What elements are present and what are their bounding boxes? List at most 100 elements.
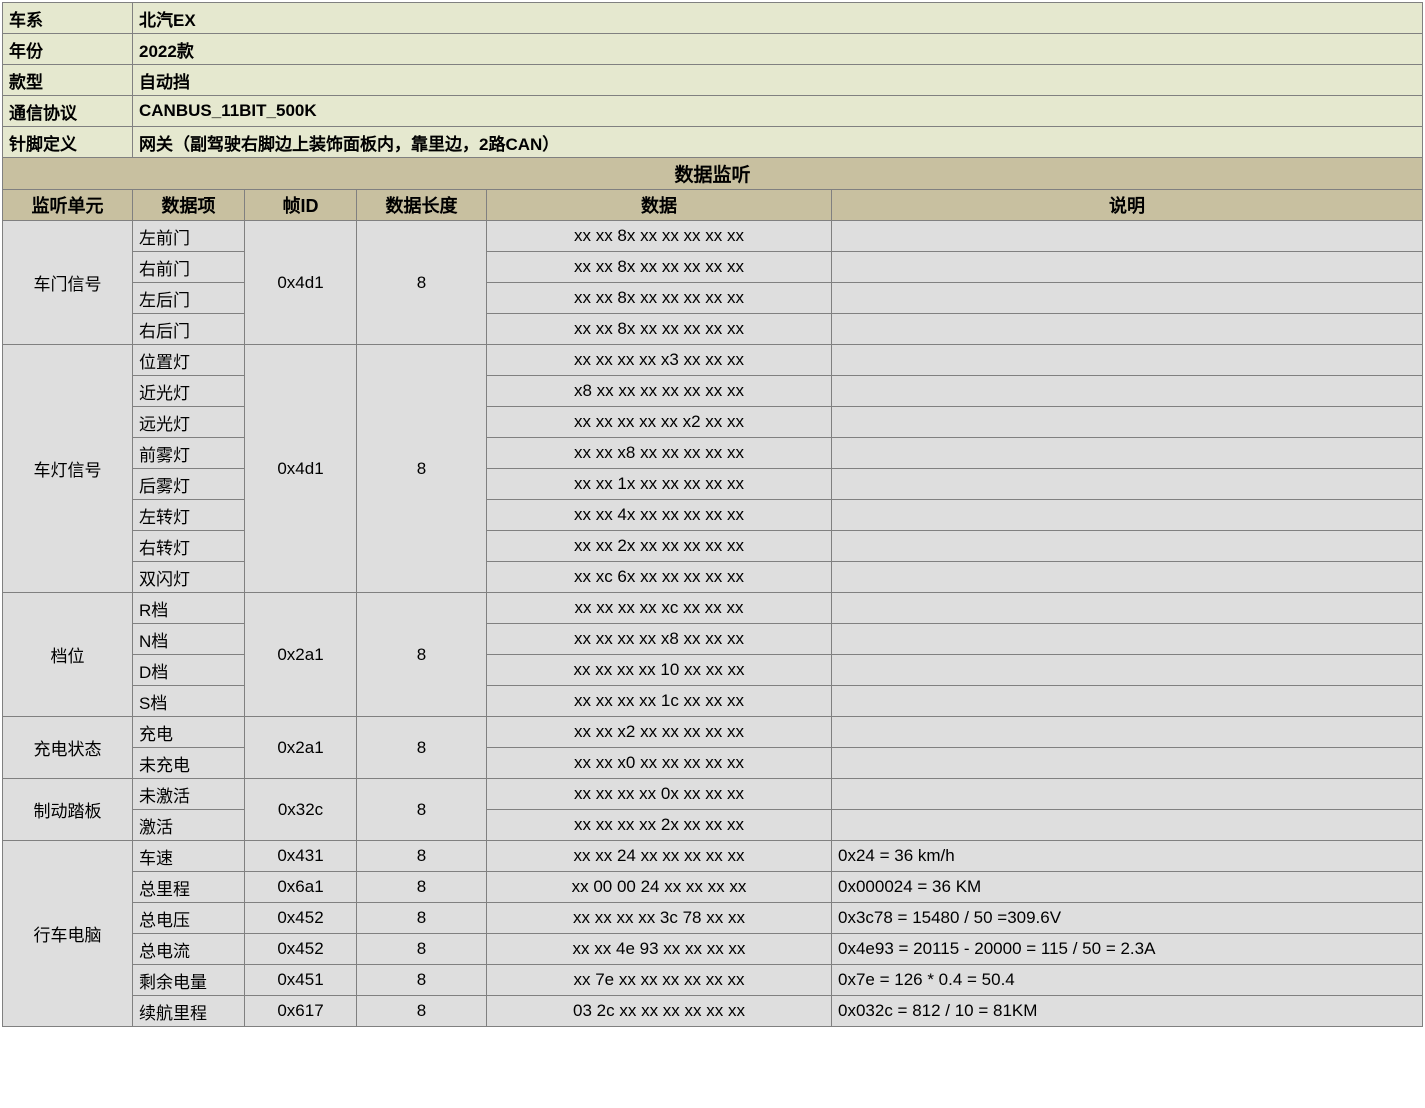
data-row-1-1: 近光灯 x8 xx xx xx xx xx xx xx bbox=[3, 376, 1423, 407]
desc-2-0 bbox=[832, 593, 1423, 624]
item-3-0: 充电 bbox=[133, 717, 245, 748]
info-label-protocol: 通信协议 bbox=[3, 96, 133, 127]
desc-0-0 bbox=[832, 221, 1423, 252]
frameid-5-3: 0x452 bbox=[245, 934, 357, 965]
unit-4: 制动踏板 bbox=[3, 779, 133, 841]
desc-5-0: 0x24 = 36 km/h bbox=[832, 841, 1423, 872]
desc-5-5: 0x032c = 812 / 10 = 81KM bbox=[832, 996, 1423, 1027]
info-value-year: 2022款 bbox=[133, 34, 1423, 65]
data-1-7: xx xc 6x xx xx xx xx xx bbox=[487, 562, 832, 593]
colhdr-len: 数据长度 bbox=[357, 190, 487, 221]
data-1-5: xx xx 4x xx xx xx xx xx bbox=[487, 500, 832, 531]
colhdr-item: 数据项 bbox=[133, 190, 245, 221]
datalen-5-0: 8 bbox=[357, 841, 487, 872]
info-label-series: 车系 bbox=[3, 3, 133, 34]
data-1-3: xx xx x8 xx xx xx xx xx bbox=[487, 438, 832, 469]
item-2-3: S档 bbox=[133, 686, 245, 717]
data-4-0: xx xx xx xx 0x xx xx xx bbox=[487, 779, 832, 810]
frameid-2: 0x2a1 bbox=[245, 593, 357, 717]
desc-1-5 bbox=[832, 500, 1423, 531]
data-row-5-1: 总里程0x6a18xx 00 00 24 xx xx xx xx0x000024… bbox=[3, 872, 1423, 903]
datalen-2: 8 bbox=[357, 593, 487, 717]
frameid-3: 0x2a1 bbox=[245, 717, 357, 779]
item-4-0: 未激活 bbox=[133, 779, 245, 810]
data-5-1: xx 00 00 24 xx xx xx xx bbox=[487, 872, 832, 903]
desc-1-3 bbox=[832, 438, 1423, 469]
info-label-pin: 针脚定义 bbox=[3, 127, 133, 158]
data-0-0: xx xx 8x xx xx xx xx xx bbox=[487, 221, 832, 252]
item-5-1: 总里程 bbox=[133, 872, 245, 903]
frameid-5-5: 0x617 bbox=[245, 996, 357, 1027]
data-1-2: xx xx xx xx xx x2 xx xx bbox=[487, 407, 832, 438]
data-1-1: x8 xx xx xx xx xx xx xx bbox=[487, 376, 832, 407]
data-2-1: xx xx xx xx x8 xx xx xx bbox=[487, 624, 832, 655]
frameid-5-1: 0x6a1 bbox=[245, 872, 357, 903]
datalen-5-1: 8 bbox=[357, 872, 487, 903]
data-row-0-2: 左后门 xx xx 8x xx xx xx xx xx bbox=[3, 283, 1423, 314]
data-row-2-0: 档位R档0x2a18xx xx xx xx xc xx xx xx bbox=[3, 593, 1423, 624]
data-row-2-3: S档 xx xx xx xx 1c xx xx xx bbox=[3, 686, 1423, 717]
desc-4-1 bbox=[832, 810, 1423, 841]
data-5-2: xx xx xx xx 3c 78 xx xx bbox=[487, 903, 832, 934]
unit-2: 档位 bbox=[3, 593, 133, 717]
data-2-3: xx xx xx xx 1c xx xx xx bbox=[487, 686, 832, 717]
desc-0-2 bbox=[832, 283, 1423, 314]
item-1-4: 后雾灯 bbox=[133, 469, 245, 500]
datalen-1: 8 bbox=[357, 345, 487, 593]
desc-1-2 bbox=[832, 407, 1423, 438]
data-row-3-1: 未充电 xx xx x0 xx xx xx xx xx bbox=[3, 748, 1423, 779]
item-5-0: 车速 bbox=[133, 841, 245, 872]
item-5-4: 剩余电量 bbox=[133, 965, 245, 996]
colhdr-id: 帧ID bbox=[245, 190, 357, 221]
data-0-1: xx xx 8x xx xx xx xx xx bbox=[487, 252, 832, 283]
desc-1-0 bbox=[832, 345, 1423, 376]
item-1-0: 位置灯 bbox=[133, 345, 245, 376]
desc-2-2 bbox=[832, 655, 1423, 686]
data-row-0-3: 右后门xx xx 8x xx xx xx xx xx bbox=[3, 314, 1423, 345]
unit-0: 车门信号 bbox=[3, 221, 133, 345]
item-1-2: 远光灯 bbox=[133, 407, 245, 438]
data-5-3: xx xx 4e 93 xx xx xx xx bbox=[487, 934, 832, 965]
desc-5-2: 0x3c78 = 15480 / 50 =309.6V bbox=[832, 903, 1423, 934]
desc-0-1 bbox=[832, 252, 1423, 283]
item-0-1: 右前门 bbox=[133, 252, 245, 283]
item-1-7: 双闪灯 bbox=[133, 562, 245, 593]
data-row-1-6: 右转灯xx xx 2x xx xx xx xx xx bbox=[3, 531, 1423, 562]
frameid-1: 0x4d1 bbox=[245, 345, 357, 593]
info-row-protocol: 通信协议CANBUS_11BIT_500K bbox=[3, 96, 1423, 127]
datalen-5-2: 8 bbox=[357, 903, 487, 934]
data-row-0-1: 右前门 xx xx 8x xx xx xx xx xx bbox=[3, 252, 1423, 283]
item-5-2: 总电压 bbox=[133, 903, 245, 934]
desc-5-1: 0x000024 = 36 KM bbox=[832, 872, 1423, 903]
datalen-0: 8 bbox=[357, 221, 487, 345]
data-row-5-5: 续航里程0x617803 2c xx xx xx xx xx xx0x032c … bbox=[3, 996, 1423, 1027]
section-title-row: 数据监听 bbox=[3, 158, 1423, 190]
data-2-0: xx xx xx xx xc xx xx xx bbox=[487, 593, 832, 624]
data-5-0: xx xx 24 xx xx xx xx xx bbox=[487, 841, 832, 872]
data-3-1: xx xx x0 xx xx xx xx xx bbox=[487, 748, 832, 779]
desc-4-0 bbox=[832, 779, 1423, 810]
data-row-5-4: 剩余电量0x4518xx 7e xx xx xx xx xx xx0x7e = … bbox=[3, 965, 1423, 996]
desc-5-4: 0x7e = 126 * 0.4 = 50.4 bbox=[832, 965, 1423, 996]
datalen-5-4: 8 bbox=[357, 965, 487, 996]
desc-1-7 bbox=[832, 562, 1423, 593]
item-2-0: R档 bbox=[133, 593, 245, 624]
info-value-variant: 自动挡 bbox=[133, 65, 1423, 96]
item-1-5: 左转灯 bbox=[133, 500, 245, 531]
can-data-table: 车系北汽EX年份2022款款型自动挡通信协议CANBUS_11BIT_500K针… bbox=[2, 2, 1423, 1027]
item-5-3: 总电流 bbox=[133, 934, 245, 965]
data-1-0: xx xx xx xx x3 xx xx xx bbox=[487, 345, 832, 376]
desc-2-1 bbox=[832, 624, 1423, 655]
frameid-5-2: 0x452 bbox=[245, 903, 357, 934]
desc-5-3: 0x4e93 = 20115 - 20000 = 115 / 50 = 2.3A bbox=[832, 934, 1423, 965]
info-row-variant: 款型自动挡 bbox=[3, 65, 1423, 96]
info-row-series: 车系北汽EX bbox=[3, 3, 1423, 34]
data-0-2: xx xx 8x xx xx xx xx xx bbox=[487, 283, 832, 314]
item-3-1: 未充电 bbox=[133, 748, 245, 779]
item-4-1: 激活 bbox=[133, 810, 245, 841]
desc-1-6 bbox=[832, 531, 1423, 562]
item-0-3: 右后门 bbox=[133, 314, 245, 345]
item-0-2: 左后门 bbox=[133, 283, 245, 314]
desc-3-0 bbox=[832, 717, 1423, 748]
item-1-1: 近光灯 bbox=[133, 376, 245, 407]
